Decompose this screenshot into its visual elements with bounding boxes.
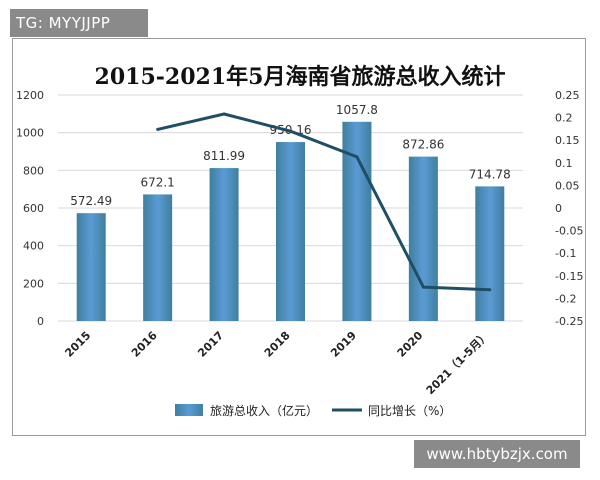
x-tick-label: 2016 [129,329,160,360]
left-tick-label: 400 [23,240,44,253]
right-tick-label: 0.05 [555,179,580,192]
left-tick-label: 1000 [16,127,44,140]
watermark-bottom: www.hbtybzjx.com [414,440,580,468]
growth-point [421,285,425,289]
bar-value-label: 1057.8 [336,103,378,117]
bar-value-label: 811.99 [203,149,245,163]
left-tick-label: 600 [23,202,44,215]
right-tick-label: 0.25 [555,89,580,102]
bar [408,156,438,321]
bar [475,186,505,321]
growth-point [156,127,160,131]
x-tick-label: 2015 [62,329,93,360]
right-axis-ticks: 0.25 0.2 0.15 0.1 0.05 0 -0.05 -0.1 -0.15 -0.2 -0.… [555,89,583,328]
right-tick-label: -0.25 [555,315,583,328]
x-tick-label: 2018 [262,329,293,360]
x-tick-label: 2020 [395,329,426,360]
left-tick-label: 0 [37,315,44,328]
growth-line [157,112,490,292]
bar-value-label: 872.86 [402,138,444,152]
growth-point [222,112,226,116]
left-axis-ticks: 0 200 400 600 800 1000 1200 [16,89,44,328]
left-tick-label: 800 [23,164,44,177]
bars [76,121,505,321]
growth-line-layer [156,112,492,292]
bar [342,121,372,321]
legend-bar-swatch [175,404,203,416]
growth-point [289,129,292,133]
left-tick-label: 200 [23,277,44,290]
right-tick-label: 0 [555,202,562,215]
chart-title: 2015-2021年5月海南省旅游总收入统计 [95,64,506,90]
bar [209,168,239,321]
x-tick-label: 2019 [328,329,359,360]
right-tick-label: -0.15 [555,270,583,283]
right-tick-label: 0.2 [555,112,573,125]
watermark-top: TG: MYYJJPP [10,9,148,37]
right-tick-label: -0.2 [555,292,576,305]
right-tick-label: -0.1 [555,247,576,260]
left-tick-label: 1200 [16,89,44,102]
growth-point [355,155,359,159]
bar [276,142,305,321]
bar [143,194,173,321]
growth-point [488,288,492,292]
x-tick-label: 2017 [195,329,226,360]
x-tick-label: 2021（1-5月） [424,329,492,397]
right-tick-label: 0.1 [555,157,573,170]
right-tick-label: 0.15 [555,134,580,147]
legend-line-label: 同比增长（%） [368,404,451,418]
bar-value-label: 714.78 [469,167,511,181]
bar [76,213,106,321]
legend: 旅游总收入（亿元） 同比增长（%） [175,403,451,418]
right-tick-label: -0.05 [555,225,583,238]
bar-value-label: 572.49 [70,194,112,208]
legend-bar-label: 旅游总收入（亿元） [210,403,318,418]
bar-value-label: 672.1 [140,175,174,189]
